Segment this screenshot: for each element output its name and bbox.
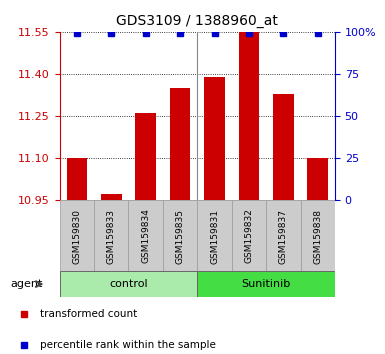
Bar	[163, 200, 197, 271]
Text: GSM159831: GSM159831	[210, 209, 219, 263]
Bar	[266, 200, 301, 271]
Bar	[94, 200, 129, 271]
Text: percentile rank within the sample: percentile rank within the sample	[40, 341, 216, 350]
Bar	[307, 158, 328, 200]
Bar	[197, 200, 232, 271]
Bar	[136, 113, 156, 200]
Bar	[60, 271, 197, 297]
Text: GSM159830: GSM159830	[72, 209, 81, 263]
Bar	[239, 32, 259, 200]
Bar	[67, 158, 87, 200]
Bar	[301, 200, 335, 271]
Text: GSM159838: GSM159838	[313, 209, 322, 263]
Text: transformed count: transformed count	[40, 309, 137, 319]
Text: agent: agent	[11, 279, 43, 289]
Bar	[204, 77, 225, 200]
Text: GSM159834: GSM159834	[141, 209, 150, 263]
Text: GSM159833: GSM159833	[107, 209, 116, 263]
Text: GSM159837: GSM159837	[279, 209, 288, 263]
Bar	[60, 200, 94, 271]
Title: GDS3109 / 1388960_at: GDS3109 / 1388960_at	[116, 14, 278, 28]
Bar	[197, 271, 335, 297]
Bar	[232, 200, 266, 271]
Text: Sunitinib: Sunitinib	[241, 279, 291, 289]
Bar	[170, 88, 191, 200]
Bar	[273, 93, 294, 200]
Text: GSM159832: GSM159832	[244, 209, 253, 263]
Text: GSM159835: GSM159835	[176, 209, 185, 263]
Bar	[129, 200, 163, 271]
Text: control: control	[109, 279, 148, 289]
Bar	[101, 194, 122, 200]
